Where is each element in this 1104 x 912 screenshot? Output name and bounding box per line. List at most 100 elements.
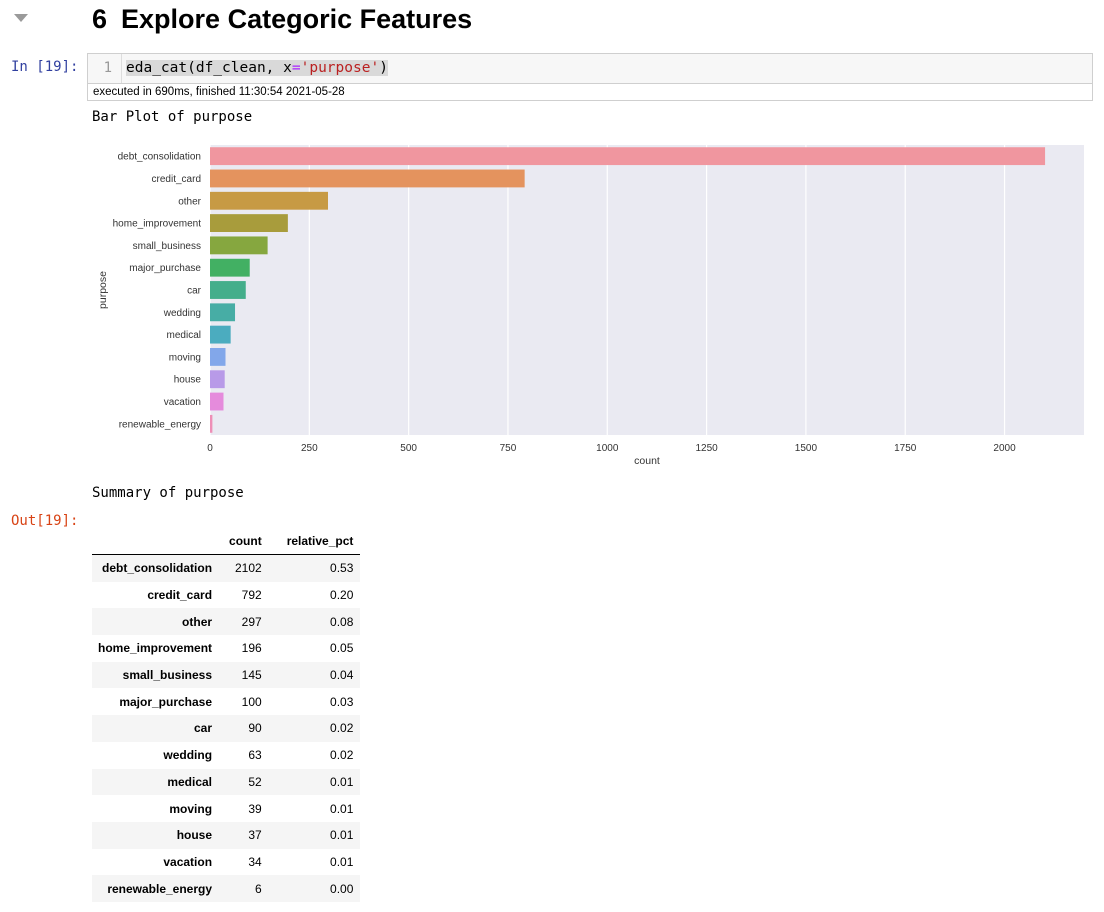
row-count: 37 (248, 828, 262, 843)
row-count: 90 (248, 721, 262, 736)
line-number: 1 (88, 54, 122, 83)
category-label: renewable_energy (119, 419, 201, 430)
x-tick-label: 1000 (596, 443, 619, 454)
bar-other (210, 191, 328, 210)
x-tick-label: 500 (400, 443, 417, 454)
section-heading: 6 Explore Categoric Features (92, 4, 472, 35)
category-label: home_improvement (113, 219, 202, 230)
code-operator: = (291, 60, 301, 76)
row-pct: 0.01 (330, 854, 354, 869)
table-row: debt_consolidation 2102 0.53 (92, 554, 361, 582)
bar-small-business (210, 236, 268, 255)
row-pct: 0.05 (330, 641, 354, 656)
table-row: home_improvement 196 0.05 (92, 635, 360, 662)
row-label: home_improvement (98, 641, 213, 656)
row-label: renewable_energy (107, 881, 213, 896)
bar-renewable-energy (210, 414, 213, 433)
row-count: 196 (241, 641, 262, 656)
collapse-toggle-icon[interactable] (14, 14, 28, 22)
bar-home-improvement (210, 214, 288, 232)
row-label: wedding (163, 748, 213, 763)
row-pct: 0.02 (330, 748, 354, 763)
bar-moving (210, 348, 226, 366)
bar-debt-consolidation (210, 147, 1046, 166)
code-line[interactable]: eda_cat(df_clean, x='purpose') (126, 54, 388, 83)
row-count: 34 (248, 854, 262, 869)
category-label: small_business (133, 241, 201, 252)
bar-house (210, 370, 225, 389)
table-row: wedding 63 0.02 (92, 742, 360, 769)
category-label: vacation (164, 397, 201, 408)
table-row: car 90 0.02 (92, 715, 361, 742)
row-pct: 0.00 (330, 881, 354, 896)
code-input-area[interactable]: 1 eda_cat(df_clean, x='purpose') (87, 53, 1093, 84)
plot-title: Bar Plot of purpose (92, 109, 253, 125)
row-count: 792 (241, 588, 262, 603)
row-pct: 0.01 (330, 774, 354, 789)
row-pct: 0.02 (330, 721, 354, 736)
row-pct: 0.53 (330, 561, 354, 576)
row-label: small_business (122, 668, 213, 683)
row-label: house (176, 828, 213, 843)
table-row: renewable_energy 6 0.00 (92, 875, 361, 902)
row-label: moving (169, 801, 213, 816)
x-tick-label: 1250 (695, 443, 718, 454)
row-count: 39 (248, 801, 262, 816)
bar-credit-card (210, 169, 525, 188)
x-tick-labels: 0 250 500 750 1000 1250 1500 1750 2000 (207, 443, 1016, 454)
table-row: vacation 34 0.01 (92, 849, 360, 876)
pct-column-header: relative_pct (268, 528, 361, 555)
selected-code: eda_cat(df_clean, x='purpose') (126, 60, 388, 76)
row-count: 6 (255, 881, 262, 896)
table-row: house 37 0.01 (92, 821, 361, 849)
category-label: other (178, 196, 201, 207)
execution-info: executed in 690ms, finished 11:30:54 202… (87, 84, 1093, 101)
row-count: 145 (241, 668, 262, 683)
table-row: moving 39 0.01 (92, 795, 360, 822)
row-label: credit_card (147, 588, 213, 603)
table-row: credit_card 792 0.20 (92, 582, 360, 609)
row-label: other (182, 614, 213, 629)
bar-wedding (210, 303, 236, 322)
x-tick-label: 2000 (993, 443, 1016, 454)
summary-table: count relative_pct debt_consolidation 210… (92, 528, 361, 902)
x-tick-label: 250 (301, 443, 318, 454)
heading-title: Explore Categoric Features (121, 4, 473, 34)
row-label: car (194, 721, 213, 736)
row-label: debt_consolidation (102, 561, 213, 576)
output-prompt: Out[19]: (11, 513, 79, 529)
code-string: 'purpose' (300, 60, 380, 76)
row-label: medical (167, 774, 213, 789)
heading-number: 6 (92, 4, 108, 34)
count-column-header: count (219, 528, 269, 555)
category-label: car (187, 286, 202, 297)
table-row: major_purchase 100 0.03 (92, 688, 360, 715)
category-label: credit_card (152, 174, 201, 185)
x-tick-label: 750 (500, 443, 517, 454)
row-pct: 0.04 (330, 668, 354, 683)
category-label: house (174, 375, 202, 386)
summary-title: Summary of purpose (92, 485, 244, 501)
x-axis-label: count (634, 455, 660, 467)
input-prompt: In [19]: (11, 59, 79, 75)
category-label: moving (169, 352, 201, 363)
bar-car (210, 281, 246, 299)
row-count: 297 (241, 614, 262, 629)
index-header (92, 528, 220, 555)
x-tick-label: 1500 (795, 443, 818, 454)
table-header-row: count relative_pct (92, 528, 361, 555)
row-pct: 0.01 (330, 801, 354, 816)
bars (210, 147, 1046, 433)
row-label: major_purchase (119, 694, 213, 709)
category-label: debt_consolidation (118, 152, 201, 163)
category-label: major_purchase (129, 263, 201, 274)
row-pct: 0.03 (330, 694, 354, 709)
x-tick-label: 0 (207, 443, 213, 454)
row-count: 100 (241, 694, 262, 709)
code-fn: eda_cat(df_clean, x (126, 60, 292, 76)
bar-major-purchase (210, 258, 250, 277)
row-count: 52 (248, 774, 262, 789)
x-tick-label: 1750 (894, 443, 917, 454)
row-pct: 0.08 (330, 614, 354, 629)
